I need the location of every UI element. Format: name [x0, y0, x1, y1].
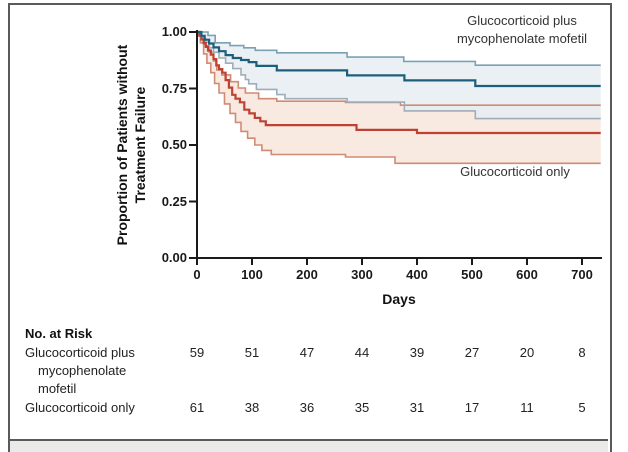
- at-risk-count: 27: [464, 345, 480, 360]
- ci-lower-line: [197, 31, 601, 120]
- x-tick-label: 700: [571, 267, 593, 282]
- at-risk-count: 35: [354, 400, 370, 415]
- at-risk-count: 39: [409, 345, 425, 360]
- annotation-series1-line2: mycophenolate mofetil: [456, 31, 588, 46]
- y-tick-label: 1.00: [161, 24, 187, 39]
- at-risk-row-label: Glucocorticoid plus: [25, 345, 135, 360]
- ci-band: [197, 32, 601, 164]
- at-risk-count: 11: [520, 400, 534, 415]
- at-risk-count: 44: [354, 345, 370, 360]
- x-tick-label: 600: [516, 267, 538, 282]
- at-risk-count: 5: [578, 400, 586, 415]
- at-risk-count: 17: [464, 400, 480, 415]
- next-panel-strip: [10, 441, 608, 452]
- x-tick-label: 200: [296, 267, 318, 282]
- x-tick-label: 500: [461, 267, 483, 282]
- at-risk-count: 8: [578, 345, 586, 360]
- ci-upper-line: [197, 31, 601, 66]
- y-tick-label: 0.75: [161, 80, 187, 96]
- y-tick-label: 0.50: [161, 137, 187, 152]
- survival-curve: [197, 30, 601, 135]
- annotation-series1-line1: Glucocorticoid plus: [467, 13, 577, 28]
- at-risk-row-label: Glucocorticoid only: [25, 400, 135, 415]
- at-risk-row-label: mofetil: [38, 381, 77, 396]
- at-risk-count: 51: [244, 345, 260, 360]
- figure-border-frame: [8, 3, 612, 452]
- bottom-divider: [10, 439, 608, 441]
- at-risk-count: 20: [519, 345, 535, 360]
- survival-curve: [197, 30, 601, 88]
- annotation-glucocorticoid-only: Glucocorticoid only: [425, 164, 605, 179]
- at-risk-count: 38: [244, 400, 260, 415]
- at-risk-count: 36: [299, 400, 315, 415]
- x-axis-label: Days: [382, 291, 416, 307]
- at-risk-count: 61: [189, 400, 205, 415]
- at-risk-title: No. at Risk: [25, 326, 93, 341]
- x-tick-label: 400: [406, 267, 428, 282]
- at-risk-count: 47: [299, 345, 315, 360]
- y-tick-label: 0.25: [161, 193, 187, 209]
- at-risk-count: 31: [409, 400, 425, 415]
- x-tick-label: 300: [351, 267, 373, 282]
- ci-lower-line: [197, 31, 601, 165]
- ci-upper-line: [197, 31, 601, 106]
- x-tick-label: 0: [193, 267, 201, 282]
- y-tick-label: 0.00: [161, 250, 187, 265]
- at-risk-count: 59: [189, 345, 205, 360]
- annotation-glucocorticoid-plus-mmf: Glucocorticoid plus mycophenolate mofeti…: [432, 12, 612, 48]
- at-risk-row-label: mycophenolate: [38, 363, 127, 378]
- x-tick-label: 100: [241, 267, 263, 282]
- annotation-series2-line1: Glucocorticoid only: [460, 164, 570, 179]
- y-axis-label-line1: Proportion of Patients without: [114, 44, 130, 246]
